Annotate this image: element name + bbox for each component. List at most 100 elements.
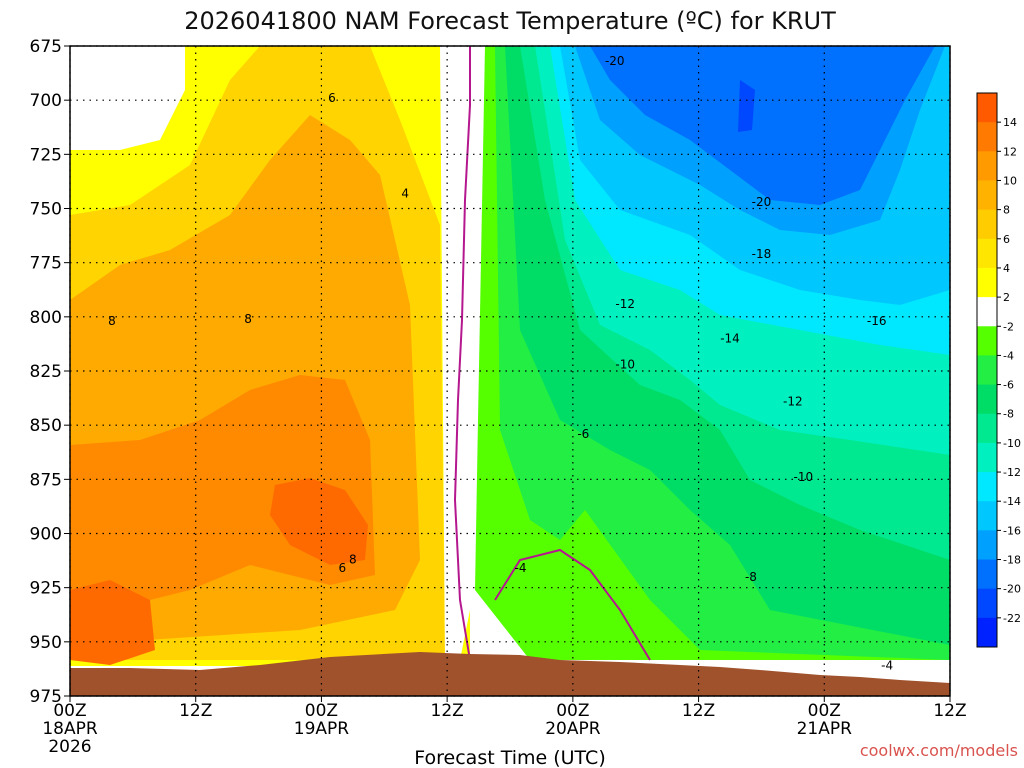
y-tick-label: 850 (30, 416, 62, 436)
y-tick-label: 875 (30, 470, 62, 490)
cold-zone-deep-blue (590, 46, 935, 205)
y-tick-label: 700 (30, 91, 62, 111)
y-tick-label: 675 (30, 37, 62, 57)
plot-area: 648 886-20-20-18-16-14-12-12-10-10-6-8-4-… (30, 37, 967, 757)
colorbar: 14 12 10 8 6 4 2 -2 -4 -6 -8 -10 -12 -14 -16 -18 -20 -22 (976, 92, 1021, 648)
x-tick-label: 00Z (305, 701, 338, 721)
contour-label: -4 (881, 659, 893, 673)
colorbar-swatch (977, 180, 997, 211)
contour-label: -20 (605, 54, 625, 68)
colorbar-label: 4 (1003, 262, 1010, 275)
y-tick-label: 975 (30, 687, 62, 707)
colorbar-swatch (977, 326, 997, 356)
white-zone-topleft (70, 46, 185, 150)
cold-zone-darkest-blue (738, 80, 755, 132)
colorbar-label: 14 (1003, 116, 1017, 129)
colorbar-swatch (977, 472, 997, 502)
y-tick-label: 775 (30, 254, 62, 274)
colorbar-swatch (977, 384, 997, 415)
colorbar-swatch (977, 530, 997, 561)
x-tick-label: 00Z (556, 701, 589, 721)
colorbar-swatch (977, 209, 997, 240)
contour-label: -14 (720, 332, 740, 346)
colorbar-label: 12 (1003, 145, 1017, 158)
contour-label: 4 (401, 186, 409, 200)
contour-label: -4 (514, 561, 526, 575)
x-tick-label: 12Z (682, 701, 715, 721)
colorbar-frame (976, 92, 998, 648)
colorbar-label: -14 (1003, 495, 1021, 508)
y-tick-label: 900 (30, 525, 62, 545)
colorbar-swatch (977, 151, 997, 181)
y-axis: 675 700 725 750 775 800 825 850 875 900 925 950 975 (30, 37, 70, 707)
contour-label: -10 (794, 470, 814, 484)
colorbar-label: -16 (1003, 524, 1021, 537)
colorbar-swatch (977, 267, 997, 298)
colorbar-swatch (977, 297, 997, 327)
x-tick-label: 18APR (42, 719, 98, 739)
colorbar-label: -18 (1003, 554, 1021, 567)
contour-label: -12 (783, 394, 803, 408)
contour-label: 8 (108, 314, 116, 328)
contour-label: -12 (615, 297, 635, 311)
y-tick-label: 800 (30, 308, 62, 328)
contour-label: 6 (328, 91, 336, 105)
colorbar-label: -10 (1003, 437, 1021, 450)
x-tick-label: 12Z (179, 701, 212, 721)
contour-label: -6 (577, 427, 589, 441)
y-tick-label: 750 (30, 200, 62, 220)
watermark: coolwx.com/models (860, 741, 1018, 760)
colorbar-label: 6 (1003, 233, 1010, 246)
contour-label: -20 (752, 195, 772, 209)
contour-label: -10 (615, 358, 635, 372)
colorbar-swatch (977, 442, 997, 473)
contour-label: -18 (752, 247, 772, 261)
contour-labels: 648 886-20-20-18-16-14-12-12-10-10-6-8-4-… (108, 54, 893, 673)
freezing-line-lower (494, 548, 651, 661)
x-tick-label: 00Z (53, 701, 86, 721)
colorbar-label: -20 (1003, 583, 1021, 596)
x-tick-label: 19APR (294, 719, 350, 739)
colorbar-label: -22 (1003, 612, 1021, 625)
colorbar-swatch (977, 413, 997, 444)
colorbar-swatch (977, 238, 997, 269)
contour-label: -16 (867, 314, 887, 328)
colorbar-label: 2 (1003, 291, 1010, 304)
colorbar-label: 8 (1003, 204, 1010, 217)
colorbar-label: -12 (1003, 466, 1021, 479)
terrain (70, 652, 950, 696)
x-tick-label: 12Z (933, 701, 966, 721)
x-tick-label: 12Z (431, 701, 464, 721)
colorbar-swatch (977, 588, 997, 619)
colorbar-swatch (977, 93, 997, 123)
colorbar-label: -8 (1003, 408, 1014, 421)
colorbar-swatch (977, 617, 997, 648)
x-tick-label: 00Z (808, 701, 841, 721)
contour-label: 8 (349, 553, 357, 567)
chart-title: 2026041800 NAM Forecast Temperature (ºC)… (184, 7, 836, 35)
y-tick-label: 950 (30, 633, 62, 653)
colorbar-swatch (977, 122, 997, 152)
warm-zone-red-orange-2 (70, 580, 155, 665)
y-tick-label: 925 (30, 579, 62, 599)
contour-label: -8 (745, 570, 757, 584)
contour-label: 6 (339, 561, 347, 575)
colorbar-swatch (977, 355, 997, 386)
colorbar-label: 10 (1003, 174, 1017, 187)
x-tick-label: 2026 (48, 737, 91, 757)
x-tick-label: 20APR (545, 719, 601, 739)
y-tick-label: 825 (30, 362, 62, 382)
colorbar-label: -2 (1003, 320, 1014, 333)
colorbar-swatch (977, 559, 997, 590)
warm-zone-red-orange (270, 478, 368, 565)
colorbar-label: -6 (1003, 379, 1014, 392)
colorbar-label: -4 (1003, 349, 1014, 362)
x-axis-title: Forecast Time (UTC) (414, 747, 605, 768)
colorbar-swatch (977, 501, 997, 531)
warm-zone-dark-orange (70, 375, 375, 620)
x-tick-label: 21APR (797, 719, 853, 739)
freezing-line (453, 46, 471, 661)
y-tick-label: 725 (30, 145, 62, 165)
